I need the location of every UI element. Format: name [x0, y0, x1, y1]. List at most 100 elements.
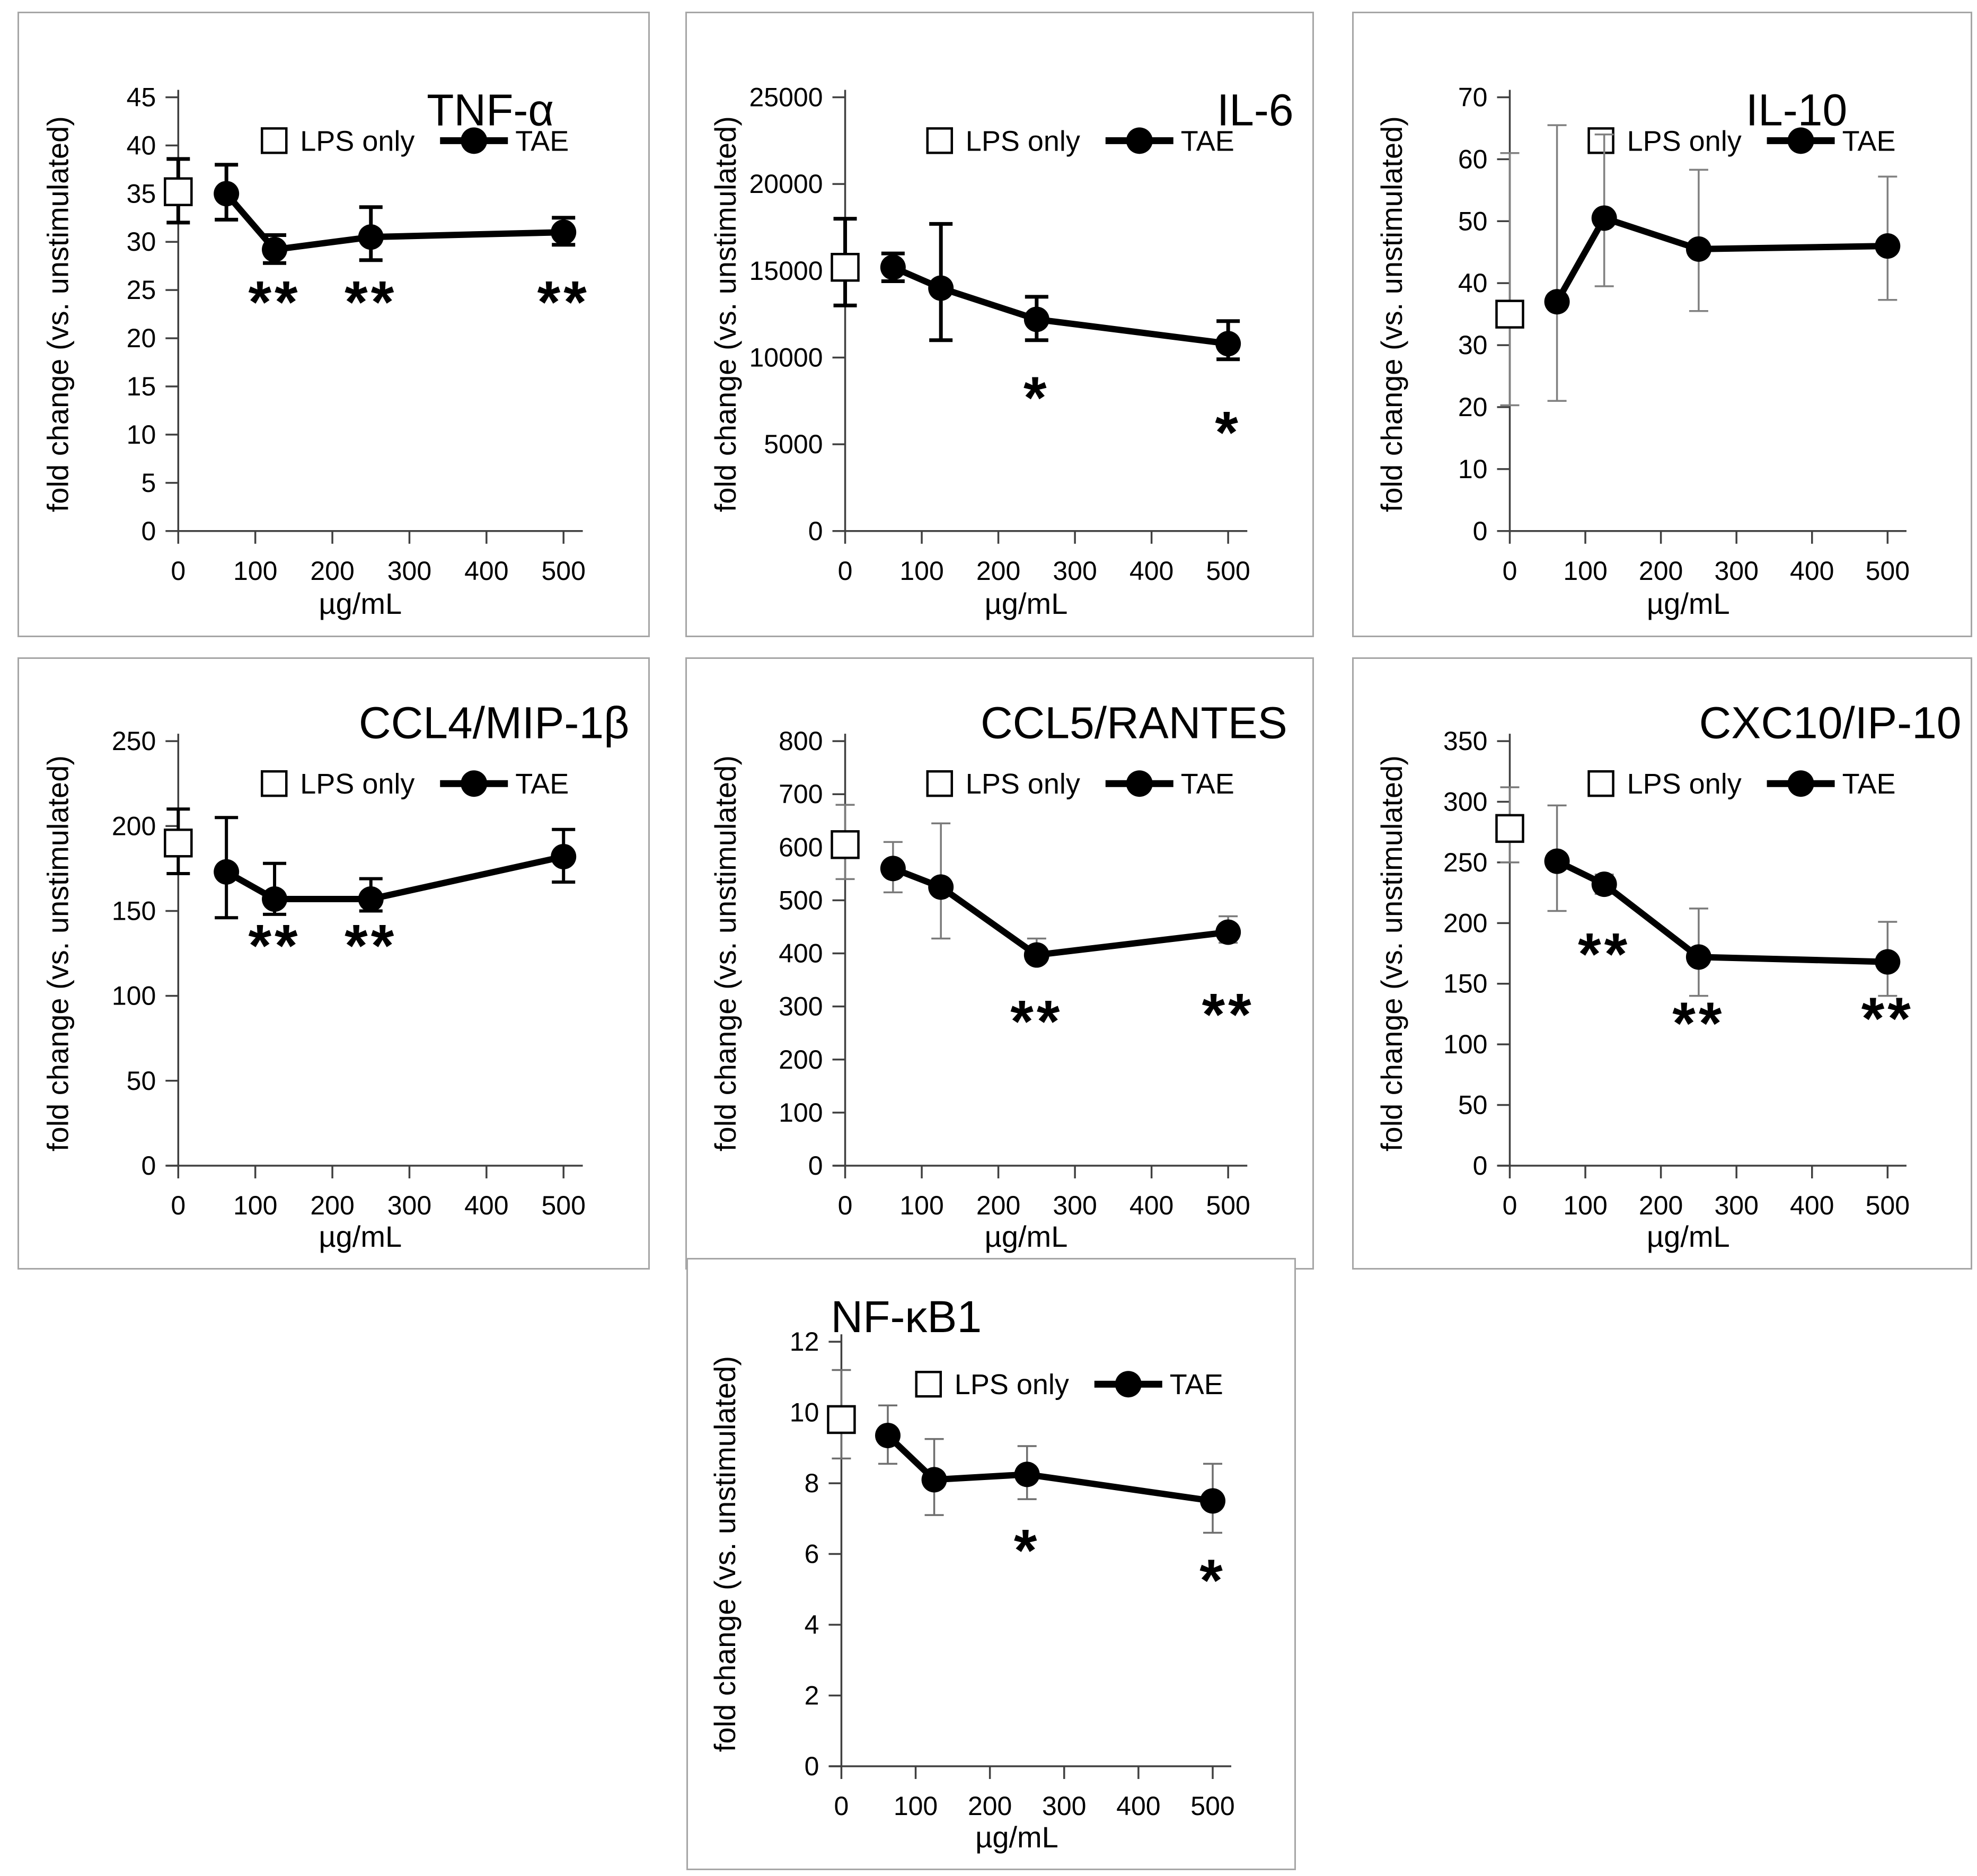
legend-lps-marker-icon	[926, 127, 954, 154]
tae-data-point	[214, 859, 240, 885]
y-axis-label: fold change (vs. unstimulated)	[709, 755, 742, 1151]
x-axis-label: µg/mL	[1647, 587, 1730, 620]
y-tick-label: 70	[1458, 82, 1488, 112]
y-axis: 0 5 10 15 20 25 30 35 40 45	[127, 82, 179, 546]
y-tick-label: 300	[779, 992, 823, 1021]
legend-lps-label: LPS only	[1627, 125, 1742, 157]
chart-title: CCL4/MIP-1β	[359, 698, 629, 748]
tae-line	[885, 1433, 1213, 1504]
x-tick-label: 300	[1053, 1191, 1097, 1220]
y-tick-label: 400	[779, 939, 823, 968]
y-tick-label: 0	[141, 1151, 156, 1181]
tae-data-point	[1199, 1488, 1225, 1514]
x-tick-label: 500	[1866, 556, 1910, 586]
y-tick-label: 20000	[749, 169, 823, 199]
legend-lps-marker-icon	[915, 1370, 942, 1398]
tae-line	[225, 853, 564, 903]
y-tick-label: 10	[1458, 454, 1488, 484]
legend: LPS only TAE	[261, 768, 569, 800]
panel-il-10: IL-10 0 10 20 30 40 50 60 70 0 100 200 300 400 500 µg/m…	[1352, 12, 1972, 637]
series-tae	[214, 843, 577, 912]
legend-lps-label: LPS only	[300, 125, 414, 157]
significance-marker: **	[345, 912, 397, 979]
significance-marker: **	[1010, 989, 1063, 1055]
x-tick-label: 500	[1866, 1191, 1910, 1220]
panel-nf-kb1: NF-κB1 0 2 4 6 8 10 12 0 100 200 300 400 500 µg/mL fold…	[686, 1258, 1296, 1870]
y-tick-label: 40	[1458, 268, 1488, 298]
legend-lps-label: LPS only	[300, 768, 414, 800]
x-tick-label: 400	[1790, 1191, 1834, 1220]
legend-tae-marker-icon	[1126, 127, 1153, 154]
tae-data-point	[1544, 289, 1570, 315]
y-axis: 0 10 20 30 40 50 60 70	[1458, 82, 1510, 546]
x-axis: 0 100 200 300 400 500	[838, 1165, 1250, 1220]
lps-data-point	[831, 253, 860, 282]
y-axis: 0 5000 10000 15000 20000 25000	[749, 82, 845, 546]
x-axis-label: µg/mL	[1647, 1220, 1730, 1253]
tae-data-point	[262, 886, 288, 912]
y-axis-label: fold change (vs. unstimulated)	[41, 116, 75, 512]
y-tick-label: 500	[779, 885, 823, 915]
x-axis: 0 100 200 300 400 500	[834, 1766, 1235, 1821]
significance-marker: **	[1861, 985, 1914, 1052]
y-tick-label: 6	[805, 1539, 819, 1569]
tae-data-point	[1591, 871, 1617, 897]
lps-data-point	[1495, 814, 1524, 843]
x-axis-label: µg/mL	[319, 1220, 402, 1253]
x-axis: 0 100 200 300 400 500	[838, 531, 1250, 586]
tae-data-point	[875, 1422, 901, 1448]
x-tick-label: 100	[894, 1791, 938, 1821]
y-tick-label: 200	[112, 811, 156, 841]
y-axis: 0 50 100 150 200 250	[112, 726, 179, 1181]
tae-data-point	[1591, 205, 1617, 231]
chart-svg-ccl5-rantes: CCL5/RANTES 0 100 200 300 400 500 600 700 800 0 100…	[709, 698, 1287, 1253]
series-tae	[880, 856, 1241, 968]
legend: LPS only TAE	[915, 1369, 1223, 1401]
chart-svg-ccl4-mip-1b: CCL4/MIP-1β 0 50 100 150 200 250 0 100 200 300 400 5…	[41, 698, 630, 1253]
y-tick-label: 150	[1443, 969, 1487, 999]
significance-marker: **	[1578, 921, 1630, 988]
error-bars	[1500, 124, 1897, 407]
x-tick-label: 100	[899, 556, 943, 586]
tae-data-point	[1875, 949, 1901, 975]
lps-data-point	[1495, 300, 1524, 329]
y-tick-label: 200	[779, 1045, 823, 1074]
y-tick-label: 5	[141, 468, 156, 498]
tae-data-point	[921, 1467, 947, 1493]
series-lps-only	[1495, 300, 1524, 329]
y-tick-label: 700	[779, 779, 823, 809]
chart-title: NF-κB1	[831, 1292, 982, 1342]
chart-title: IL-10	[1746, 85, 1847, 135]
chart-svg-nf-kb1: NF-κB1 0 2 4 6 8 10 12 0 100 200 300 400 500 µg/mL fold…	[708, 1292, 1235, 1854]
tae-data-point	[214, 181, 240, 207]
y-tick-label: 10000	[749, 342, 823, 372]
legend: LPS only TAE	[1587, 768, 1896, 800]
x-tick-label: 200	[976, 1191, 1020, 1220]
y-axis-label: fold change (vs. unstimulated)	[1375, 755, 1408, 1151]
y-tick-label: 10	[790, 1398, 819, 1428]
x-tick-label: 100	[1563, 556, 1607, 586]
significance-marker: **	[1202, 982, 1255, 1048]
axes	[833, 90, 1248, 532]
tae-line	[1554, 215, 1888, 304]
y-tick-label: 25000	[749, 82, 823, 112]
legend-tae-marker-icon	[461, 127, 488, 154]
legend-tae-marker-icon	[1115, 1371, 1142, 1398]
tae-data-point	[1023, 942, 1049, 968]
tae-data-point	[358, 886, 384, 912]
tae-line	[892, 264, 1229, 347]
legend-tae-label: TAE	[515, 768, 569, 800]
y-tick-label: 20	[127, 323, 156, 353]
y-tick-label: 0	[1473, 516, 1488, 546]
x-tick-label: 100	[233, 1191, 277, 1220]
tae-data-point	[928, 275, 954, 301]
x-axis: 0 100 200 300 400 500	[171, 531, 586, 586]
x-tick-label: 200	[968, 1791, 1012, 1821]
y-tick-label: 15	[127, 372, 156, 401]
legend-tae-marker-icon	[461, 770, 488, 797]
significance-marker: **	[1672, 990, 1725, 1056]
tae-data-point	[1544, 848, 1570, 874]
significance-marker: *	[1014, 1517, 1040, 1583]
legend-tae-label: TAE	[1842, 125, 1896, 157]
